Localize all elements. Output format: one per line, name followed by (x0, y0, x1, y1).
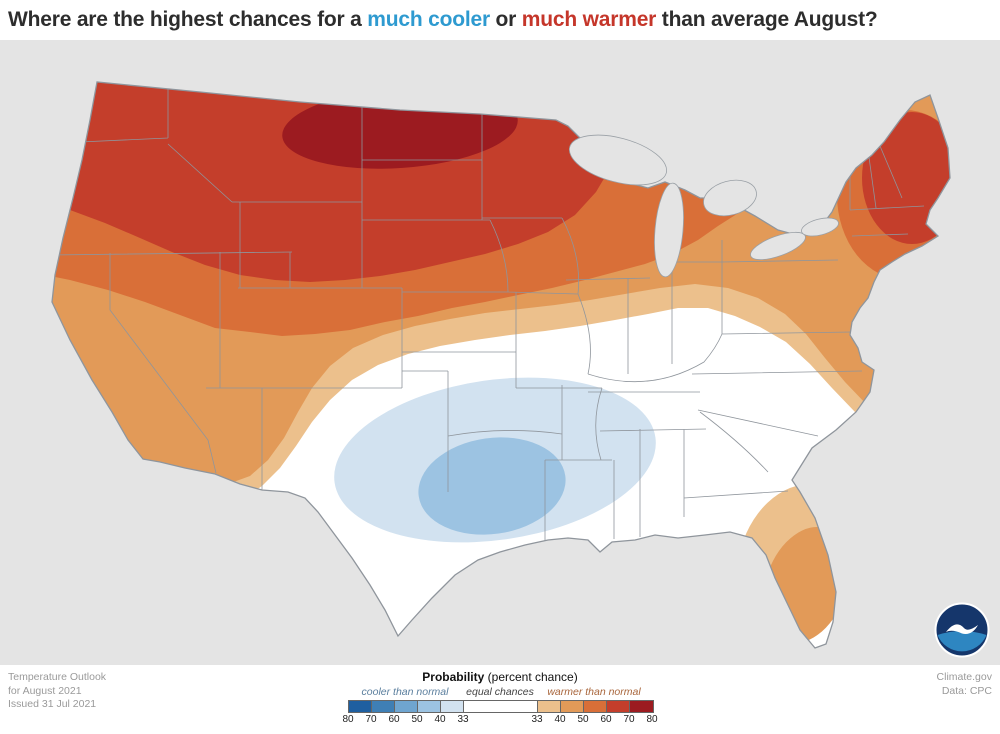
legend-ticks: 80 70 60 50 40 33 33 40 50 60 70 80 (342, 713, 657, 726)
legend-title-suffix: (percent chance) (484, 670, 578, 684)
legend-label-cooler: cooler than normal (361, 686, 449, 698)
title-highlight-warmer: much warmer (521, 8, 657, 31)
title-highlight-cooler: much cooler (367, 8, 490, 31)
title-or: or (489, 8, 522, 31)
title-bar: Where are the highest chances for a much… (0, 0, 1000, 40)
legend-tick: 70 (365, 714, 377, 725)
lake-superior (568, 134, 668, 186)
us-outline (51, 81, 951, 649)
legend-tick: 60 (600, 714, 612, 725)
attribution-line-3: Issued 31 Jul 2021 (8, 698, 97, 711)
attribution-text: Temperature Outlook for August 2021 Issu… (8, 671, 106, 712)
legend-tick: 80 (342, 714, 354, 725)
legend-tick: 40 (434, 714, 446, 725)
legend-cell-warmer-2 (584, 701, 607, 712)
credit-line-2: Data: CPC (941, 684, 992, 697)
credit-text: Climate.gov Data: CPC (937, 671, 992, 698)
legend: Probability (percent chance) cooler than… (342, 665, 657, 726)
credit-line-1: Climate.gov (936, 671, 992, 683)
legend-tick: 80 (646, 714, 658, 725)
noaa-logo (934, 602, 990, 658)
lake-erie (750, 231, 806, 261)
state-borders (52, 85, 925, 546)
legend-tick: 60 (388, 714, 400, 725)
page-title: Where are the highest chances for a much… (8, 8, 878, 32)
legend-tick: 33 (457, 714, 469, 725)
legend-cell-cooler-1 (372, 701, 395, 712)
title-suffix: than average August? (656, 8, 878, 31)
legend-cell-cooler-4 (441, 701, 464, 712)
legend-cell-cooler-3 (418, 701, 441, 712)
attribution-line-1: Temperature Outlook (8, 671, 107, 683)
legend-cell-equal (464, 701, 538, 712)
lake-michigan (654, 182, 684, 278)
legend-cell-cooler-2 (395, 701, 418, 712)
title-prefix: Where are the highest chances for a (8, 8, 368, 31)
attribution-line-2: for August 2021 (8, 684, 82, 697)
legend-cell-warmer-4 (630, 701, 653, 712)
legend-cell-cooler-0 (349, 701, 372, 712)
legend-tick: 50 (411, 714, 423, 725)
map-area (0, 40, 1000, 665)
footer-bar: Temperature Outlook for August 2021 Issu… (0, 665, 1000, 734)
legend-cell-warmer-0 (538, 701, 561, 712)
lake-ontario (801, 217, 839, 237)
legend-tick: 50 (577, 714, 589, 725)
legend-label-equal: equal chances (466, 686, 534, 698)
legend-tick: 70 (623, 714, 635, 725)
noaa-gull-icon (946, 624, 978, 634)
legend-cell-warmer-3 (607, 701, 630, 712)
outlook-map (0, 40, 1000, 665)
legend-tick: 40 (554, 714, 566, 725)
legend-title: Probability (percent chance) (348, 670, 652, 684)
noaa-logo-ocean (937, 631, 987, 652)
great-lakes (568, 134, 839, 278)
legend-cell-warmer-1 (561, 701, 584, 712)
legend-color-bar (348, 700, 654, 713)
legend-label-warmer: warmer than normal (547, 686, 641, 698)
lake-huron (703, 179, 757, 217)
legend-tick: 33 (531, 714, 543, 725)
legend-labels: cooler than normal equal chances warmer … (348, 686, 652, 700)
legend-title-main: Probability (422, 670, 485, 684)
map-region-cooler-40-50 (418, 437, 566, 535)
